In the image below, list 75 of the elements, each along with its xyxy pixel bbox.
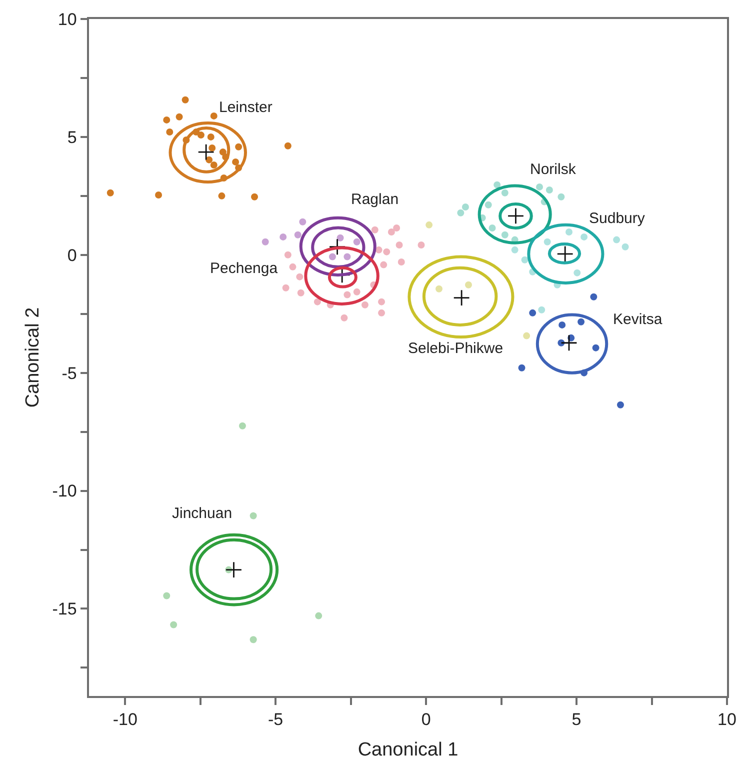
point: [383, 248, 390, 256]
point: [578, 318, 585, 326]
point: [426, 221, 433, 228]
point: [170, 621, 178, 628]
point: [155, 191, 162, 198]
annotation: Norilsk: [530, 161, 576, 178]
point: [284, 142, 292, 150]
annotation: Jinchuan: [172, 505, 232, 522]
point: [558, 193, 565, 200]
point: [453, 289, 470, 306]
point: [218, 192, 226, 200]
point: [560, 334, 578, 352]
y-tick-label: 0: [67, 246, 77, 265]
point: [297, 289, 304, 296]
annotation: Sudbury: [589, 210, 646, 227]
point: [558, 321, 566, 328]
point: [251, 193, 258, 200]
point: [462, 204, 469, 210]
annotation: Pechenga: [210, 260, 278, 277]
point: [250, 512, 257, 520]
y-tick-label: -15: [52, 600, 77, 619]
point: [622, 243, 629, 250]
annotation: Kevitsa: [613, 311, 663, 328]
point: [523, 332, 530, 340]
point: [398, 258, 405, 266]
point: [378, 309, 386, 316]
x-tick-label: 10: [718, 710, 736, 730]
x-tick-label: -10: [112, 710, 138, 730]
point: [464, 281, 472, 288]
point: [315, 612, 322, 620]
x-tick-label: -5: [268, 710, 284, 730]
annotation: Selebi-Phikwe: [408, 340, 504, 357]
point: [163, 592, 170, 600]
point: [262, 238, 269, 246]
point: [380, 261, 388, 268]
point: [388, 228, 395, 236]
y-tick-label: -10: [52, 482, 77, 501]
point: [538, 306, 546, 314]
point: [436, 285, 442, 292]
y-tick-label: -5: [62, 364, 77, 383]
point: [616, 401, 624, 408]
point: [225, 561, 242, 578]
point: [378, 298, 386, 306]
point: [238, 422, 246, 430]
x-tick-label: 5: [572, 710, 582, 730]
point: [590, 293, 598, 300]
point: [613, 236, 620, 244]
y-tick-label: 5: [67, 128, 77, 147]
point: [340, 314, 348, 322]
annotation: Leinster: [219, 99, 272, 116]
point: [106, 189, 114, 196]
x-axis-title: Canonical 1: [358, 739, 458, 760]
point: [518, 364, 526, 372]
point: [529, 309, 536, 316]
point: [521, 256, 528, 264]
point: [396, 241, 403, 248]
point: [280, 233, 287, 240]
point: [289, 263, 296, 270]
x-tick-label: 0: [421, 710, 431, 730]
point: [511, 246, 518, 254]
point: [250, 636, 257, 644]
point: [592, 344, 600, 352]
point: [284, 251, 292, 258]
point: [296, 273, 304, 280]
point: [163, 116, 170, 124]
point: [393, 224, 400, 232]
point: [210, 112, 218, 120]
point: [418, 241, 425, 248]
point: [176, 113, 183, 120]
point: [457, 209, 464, 216]
y-axis-title: Canonical 2: [22, 307, 44, 408]
point: [282, 284, 290, 292]
point: [182, 96, 189, 104]
annotation: Raglan: [351, 191, 399, 208]
y-tick-label: 10: [58, 10, 77, 29]
